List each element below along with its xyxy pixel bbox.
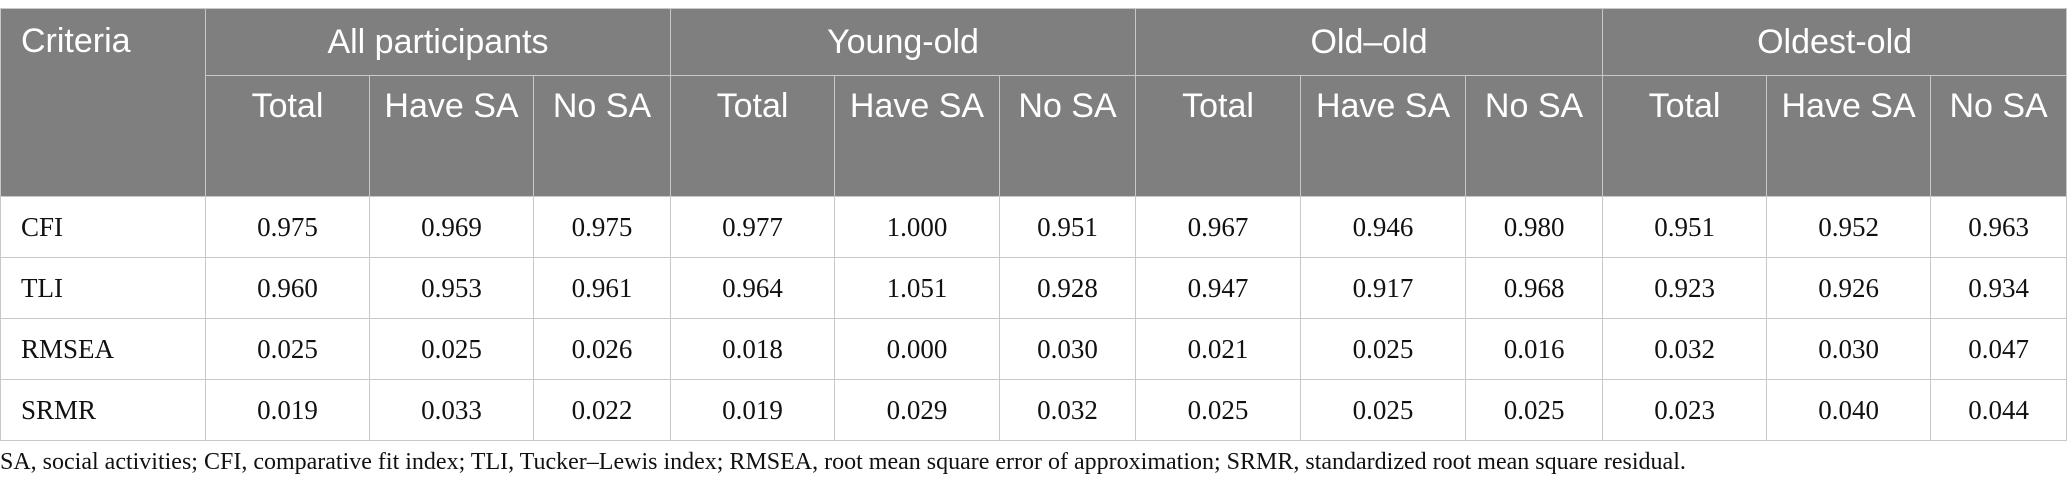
table-cell: 0.040 xyxy=(1766,379,1932,441)
table-cell: 0.029 xyxy=(834,379,1001,441)
table-cell: 0.019 xyxy=(205,379,370,441)
table-cell: 0.025 xyxy=(369,318,534,380)
table-cell: 0.022 xyxy=(532,379,672,441)
table-cell: 0.961 xyxy=(532,257,672,319)
table-cell: 0.967 xyxy=(1135,196,1302,258)
table-cell: 0.025 xyxy=(1300,379,1467,441)
subheader-total: Total xyxy=(205,75,370,197)
criteria-header: Criteria xyxy=(0,8,206,197)
table-body: CFI 0.975 0.969 0.975 0.977 1.000 0.951 0.967 0.… xyxy=(0,196,2068,441)
group-header-old-old: Old–old xyxy=(1135,8,1604,76)
table-cell: 0.000 xyxy=(834,318,1001,380)
group-header-all-participants: All participants xyxy=(204,8,672,76)
table-cell: 0.044 xyxy=(1930,379,2068,441)
table-cell: 0.963 xyxy=(1930,196,2068,258)
table-cell: 1.000 xyxy=(834,196,1001,258)
subheader-total: Total xyxy=(670,75,836,197)
table-row: SRMR 0.019 0.033 0.022 0.019 0.029 0.032 0.025 0… xyxy=(0,379,2068,441)
table-cell: 0.021 xyxy=(1135,318,1302,380)
table-cell: 0.926 xyxy=(1766,257,1932,319)
subheader-have-sa: Have SA xyxy=(369,75,534,197)
table-cell: 1.051 xyxy=(834,257,1001,319)
table-cell: 0.030 xyxy=(1766,318,1932,380)
table-cell: 0.023 xyxy=(1602,379,1768,441)
subheader-total: Total xyxy=(1602,75,1768,197)
table-cell: 0.946 xyxy=(1300,196,1467,258)
row-label: SRMR xyxy=(0,379,206,441)
table-cell: 0.977 xyxy=(670,196,836,258)
row-label: RMSEA xyxy=(0,318,206,380)
table-cell: 0.032 xyxy=(999,379,1137,441)
table-cell: 0.947 xyxy=(1135,257,1302,319)
table-cell: 0.018 xyxy=(670,318,836,380)
group-header-young-old: Young-old xyxy=(670,8,1137,76)
table-cell: 0.975 xyxy=(532,196,672,258)
table-cell: 0.951 xyxy=(1602,196,1768,258)
group-header-oldest-old: Oldest-old xyxy=(1602,8,2068,76)
table-cell: 0.026 xyxy=(532,318,672,380)
table-cell: 0.016 xyxy=(1465,318,1604,380)
table-cell: 0.032 xyxy=(1602,318,1768,380)
row-label: CFI xyxy=(0,196,206,258)
table-cell: 0.953 xyxy=(369,257,534,319)
subheader-have-sa: Have SA xyxy=(1300,75,1467,197)
table-cell: 0.923 xyxy=(1602,257,1768,319)
table-cell: 0.047 xyxy=(1930,318,2068,380)
subheader-total: Total xyxy=(1135,75,1302,197)
subheader-no-sa: No SA xyxy=(1930,75,2068,197)
subheader-no-sa: No SA xyxy=(999,75,1137,197)
fit-indices-table: Criteria All participants Young-old Old–… xyxy=(0,8,2068,441)
table-cell: 0.033 xyxy=(369,379,534,441)
table-cell: 0.928 xyxy=(999,257,1137,319)
subheader-have-sa: Have SA xyxy=(834,75,1001,197)
header-row-subgroups: Total Have SA No SA Total Have SA No SA … xyxy=(1,75,2068,197)
table-footnote: SA, social activities; CFI, comparative … xyxy=(0,449,1686,475)
table-cell: 0.964 xyxy=(670,257,836,319)
table-cell: 0.960 xyxy=(205,257,370,319)
subheader-no-sa: No SA xyxy=(532,75,672,197)
table-cell: 0.980 xyxy=(1465,196,1604,258)
table-cell: 0.025 xyxy=(205,318,370,380)
table-cell: 0.951 xyxy=(999,196,1137,258)
header-row-groups: Criteria All participants Young-old Old–… xyxy=(0,8,2068,197)
table-cell: 0.030 xyxy=(999,318,1137,380)
table-cell: 0.952 xyxy=(1766,196,1932,258)
table-cell: 0.975 xyxy=(205,196,370,258)
table-cell: 0.917 xyxy=(1300,257,1467,319)
subheader-have-sa: Have SA xyxy=(1766,75,1932,197)
row-label: TLI xyxy=(0,257,206,319)
table-cell: 0.025 xyxy=(1465,379,1604,441)
table-row: TLI 0.960 0.953 0.961 0.964 1.051 0.928 0.947 0.… xyxy=(0,257,2068,319)
table-row: CFI 0.975 0.969 0.975 0.977 1.000 0.951 0.967 0.… xyxy=(0,196,2068,258)
table-cell: 0.025 xyxy=(1135,379,1302,441)
table-cell: 0.934 xyxy=(1930,257,2068,319)
table-cell: 0.969 xyxy=(369,196,534,258)
table-cell: 0.019 xyxy=(670,379,836,441)
table-cell: 0.968 xyxy=(1465,257,1604,319)
subheader-no-sa: No SA xyxy=(1465,75,1604,197)
table-row: RMSEA 0.025 0.025 0.026 0.018 0.000 0.030 0.021… xyxy=(0,318,2068,380)
table-cell: 0.025 xyxy=(1300,318,1467,380)
